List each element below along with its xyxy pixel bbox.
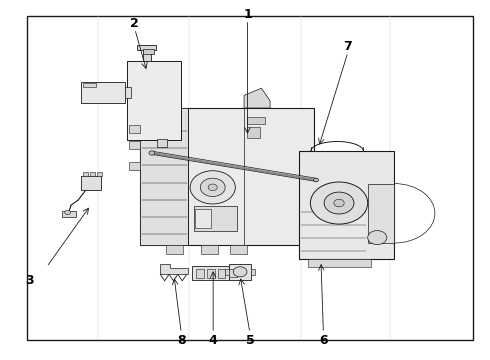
Text: 5: 5	[245, 334, 254, 347]
Bar	[225, 269, 229, 275]
Circle shape	[65, 210, 71, 215]
Text: 2: 2	[130, 17, 139, 30]
Bar	[166, 245, 183, 254]
Bar	[127, 61, 181, 140]
Circle shape	[314, 178, 318, 182]
Bar	[247, 127, 260, 138]
Bar	[125, 87, 131, 98]
Bar	[299, 151, 394, 259]
Text: 7: 7	[343, 40, 352, 53]
Bar	[192, 266, 229, 280]
Bar	[200, 245, 218, 254]
Bar	[83, 83, 96, 87]
Bar	[251, 269, 255, 275]
Polygon shape	[160, 264, 188, 274]
Bar	[308, 259, 370, 267]
Text: 1: 1	[243, 8, 252, 21]
Bar	[140, 108, 188, 245]
Circle shape	[368, 231, 387, 245]
Bar	[247, 117, 265, 125]
Bar	[83, 172, 88, 176]
Bar	[143, 47, 151, 61]
Bar	[62, 211, 76, 217]
Bar	[140, 108, 314, 245]
Polygon shape	[244, 88, 270, 108]
Circle shape	[200, 178, 225, 197]
Circle shape	[208, 184, 217, 191]
Text: 8: 8	[177, 334, 186, 347]
Text: 4: 4	[209, 334, 218, 347]
Bar	[230, 245, 247, 254]
Circle shape	[190, 171, 235, 204]
Bar	[229, 269, 237, 277]
Bar	[90, 172, 95, 176]
Circle shape	[310, 182, 368, 224]
Bar	[81, 82, 125, 103]
Bar	[129, 141, 140, 149]
Bar	[196, 209, 211, 228]
Text: 3: 3	[25, 274, 34, 287]
Bar	[218, 269, 225, 278]
Bar	[97, 172, 102, 176]
Bar	[207, 269, 215, 278]
Bar	[129, 125, 140, 132]
Bar	[143, 49, 154, 54]
Bar	[137, 45, 156, 50]
Circle shape	[334, 199, 344, 207]
Bar	[196, 269, 204, 278]
Bar	[81, 176, 101, 190]
Bar	[194, 207, 237, 231]
Text: 6: 6	[319, 334, 328, 347]
Circle shape	[324, 192, 354, 214]
Bar	[129, 162, 140, 170]
Bar	[157, 139, 167, 147]
Bar	[368, 184, 394, 243]
Circle shape	[233, 267, 247, 277]
Circle shape	[149, 151, 155, 155]
Bar	[229, 264, 251, 280]
